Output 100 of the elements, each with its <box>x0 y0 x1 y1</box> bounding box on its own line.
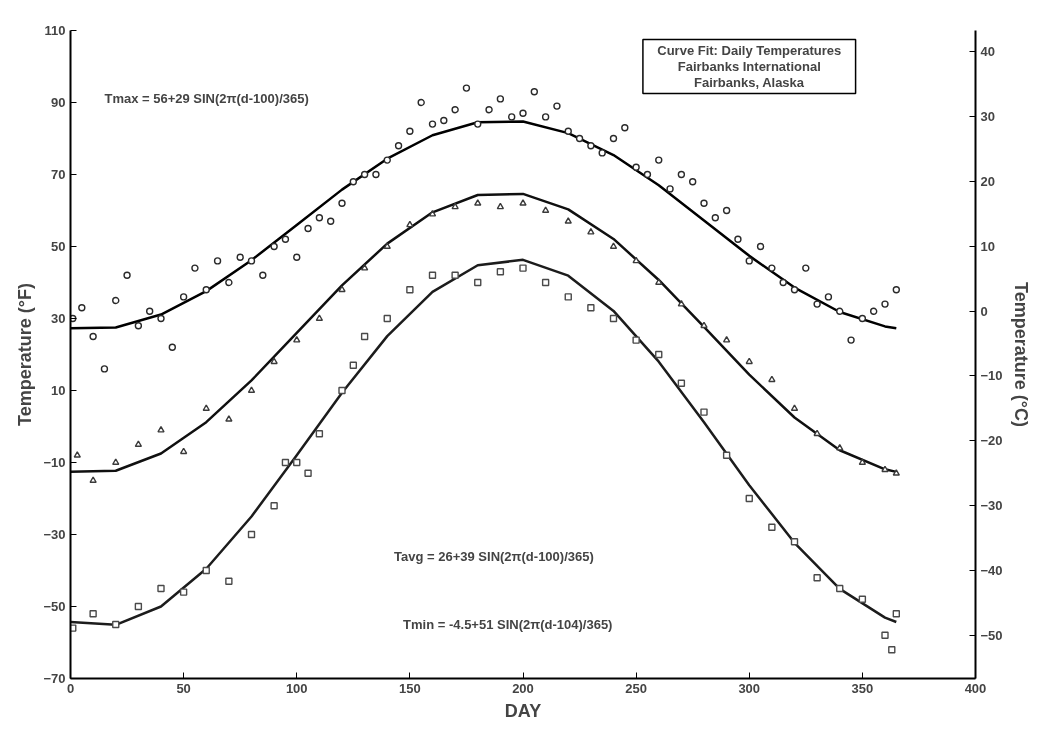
x-tick-label: 150 <box>399 680 421 696</box>
point <box>609 314 618 323</box>
point <box>813 429 821 437</box>
point <box>541 206 550 213</box>
y2-tick-label: 10 <box>980 238 995 254</box>
y2-tick-label: −50 <box>980 627 1003 643</box>
y-tick-label: −70 <box>43 671 66 686</box>
y2-tick-label: 30 <box>980 109 995 125</box>
point <box>293 335 301 343</box>
x-tick-label: 50 <box>176 680 191 696</box>
y-tick-label: −10 <box>43 455 66 470</box>
point <box>881 465 889 473</box>
y2-tick-label: 0 <box>980 303 988 319</box>
point <box>474 199 482 206</box>
point <box>564 293 572 301</box>
point <box>519 199 527 206</box>
point <box>813 574 821 582</box>
point <box>225 415 233 422</box>
point <box>202 404 210 411</box>
y-axis-title: Temperature (°F) <box>15 283 36 426</box>
point <box>360 332 369 341</box>
point <box>73 451 81 458</box>
point <box>451 271 459 279</box>
point <box>281 458 290 467</box>
point <box>315 430 324 438</box>
point <box>383 314 391 323</box>
x-tick-label: 200 <box>512 680 534 696</box>
point <box>609 242 618 249</box>
point <box>722 451 731 459</box>
point <box>768 523 776 531</box>
point <box>858 458 867 465</box>
point <box>892 610 901 618</box>
point <box>134 602 143 611</box>
point <box>383 242 391 249</box>
y-tick-label: 70 <box>51 167 66 182</box>
y-tick-label: 10 <box>51 383 66 398</box>
point <box>700 321 708 329</box>
point <box>474 278 482 287</box>
x-tick-label: 350 <box>851 680 874 696</box>
point <box>858 595 867 603</box>
point <box>315 314 324 321</box>
point <box>700 408 708 416</box>
point <box>451 202 459 210</box>
annotation: Curve Fit: Daily Temperatures <box>657 42 842 58</box>
y-tick-label: −50 <box>43 599 66 614</box>
y-tick-label: 50 <box>51 239 66 254</box>
point <box>790 404 799 411</box>
point <box>157 584 165 593</box>
point <box>564 217 572 224</box>
point <box>541 278 550 287</box>
point <box>790 538 799 546</box>
point <box>881 631 889 639</box>
point <box>768 375 776 383</box>
point <box>496 202 505 210</box>
point <box>428 271 437 279</box>
line-series <box>70 192 898 474</box>
x-tick-label: 250 <box>625 680 647 696</box>
point <box>745 494 753 503</box>
point <box>338 386 346 395</box>
annotation: Fairbanks International <box>677 59 821 74</box>
annotation: Tmax = 56+29 SIN(2π(d-100)/365) <box>104 91 309 107</box>
point <box>519 264 527 272</box>
y2-tick-label: 40 <box>980 44 995 60</box>
x-tick-label: 300 <box>738 680 761 696</box>
point <box>179 588 188 596</box>
point <box>428 209 437 217</box>
y2-tick-label: −10 <box>980 368 1003 384</box>
point <box>89 476 97 483</box>
annotation: Tmin = -4.5+51 SIN(2π(d-104)/365) <box>403 617 613 632</box>
point <box>293 458 301 467</box>
point <box>888 646 896 654</box>
point <box>179 447 188 455</box>
point <box>836 443 844 451</box>
point <box>406 286 414 294</box>
x-tick-label: 400 <box>964 680 987 696</box>
x-axis-title: DAY <box>504 700 542 721</box>
point <box>587 304 595 312</box>
point <box>722 335 731 343</box>
point <box>836 584 844 593</box>
annotation: Tavg = 26+39 SIN(2π(d-100)/365) <box>394 548 594 564</box>
point <box>202 566 210 575</box>
point <box>247 530 256 539</box>
point <box>632 336 640 344</box>
annotation: Fairbanks, Alaska <box>693 75 805 91</box>
point <box>157 425 165 433</box>
point <box>655 278 663 285</box>
point <box>134 440 143 447</box>
point <box>632 256 640 264</box>
point <box>338 285 346 293</box>
point <box>349 361 358 369</box>
point <box>360 263 369 271</box>
point <box>304 469 312 477</box>
y2-tick-label: −30 <box>980 497 1003 513</box>
y2-tick-label: −40 <box>980 562 1003 578</box>
point <box>112 620 120 629</box>
point <box>225 577 233 585</box>
x-tick-label: 100 <box>285 680 308 696</box>
x-tick-label: 0 <box>66 680 75 696</box>
point <box>745 357 753 365</box>
point <box>406 220 414 228</box>
